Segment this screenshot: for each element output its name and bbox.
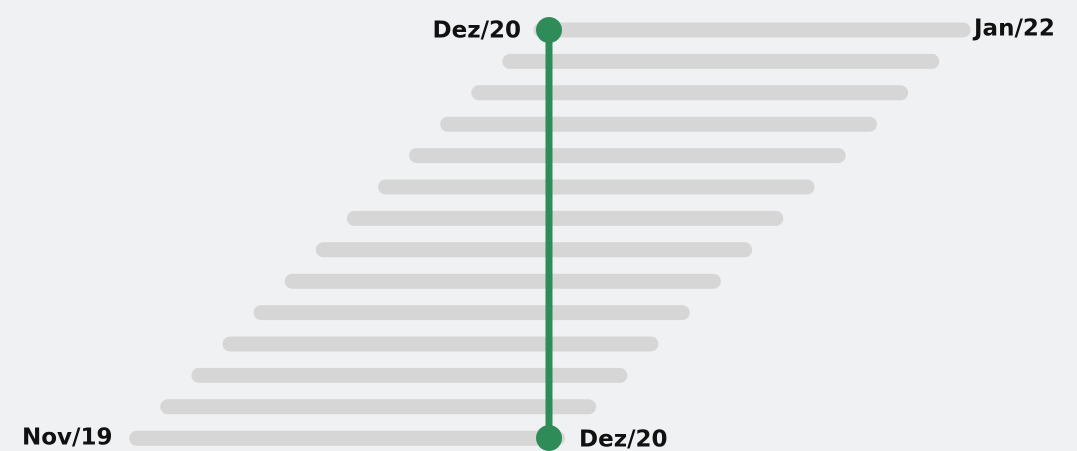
bottom-dot bbox=[536, 425, 562, 451]
bottom-start-label: Nov/19 bbox=[22, 425, 112, 451]
top-end-label: Jan/22 bbox=[972, 16, 1055, 42]
top-start-label: Dez/20 bbox=[433, 18, 522, 44]
bottom-end-label: Dez/20 bbox=[579, 427, 668, 451]
top-dot bbox=[536, 17, 562, 43]
